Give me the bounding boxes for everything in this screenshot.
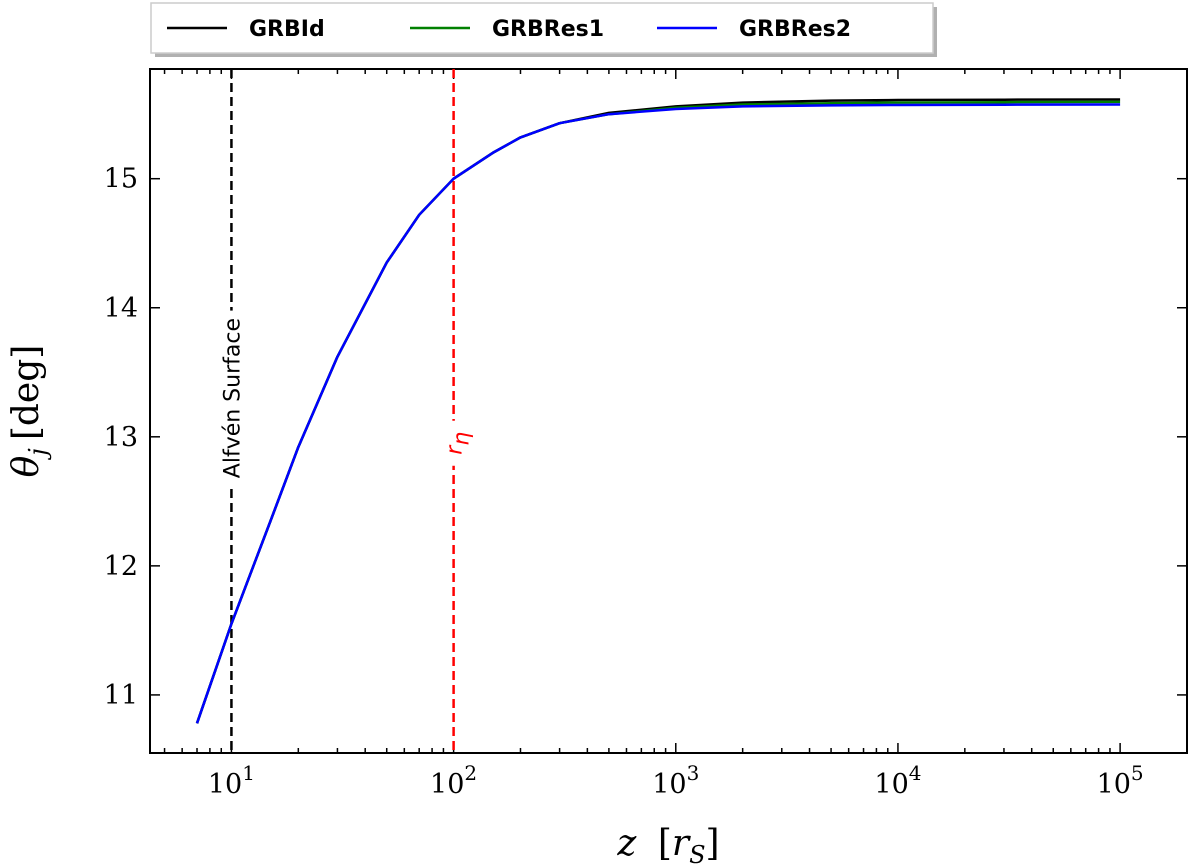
series-line-grbid [195,98,1121,724]
legend-label-grbres2: GRBRes2 [739,17,851,42]
legend-label-grbid: GRBId [249,17,325,42]
x-tick-label: 104 [874,761,921,800]
plot-frame [149,68,1188,754]
legend-box [150,2,934,54]
legend: GRBId GRBRes1 GRBRes2 [150,2,937,57]
x-axis-label-main: z [616,823,637,864]
annotation-gap [217,310,246,486]
x-tick-label: 102 [430,761,477,800]
series-line-grbres2 [195,103,1121,724]
x-axis-label: z [rS] [616,823,719,866]
series-lines [195,98,1121,724]
y-axis-label: θj[deg] [6,345,52,478]
x-axis-label-unit-base: r [672,823,691,864]
r-eta-label: rη [443,432,475,455]
y-axis-label-main: θ [6,455,47,477]
tick-labels: 101 102 103 104 105 11 12 13 14 15 [104,164,1144,800]
axis-ticks [150,69,1188,753]
x-tick-label: 105 [1097,761,1144,800]
y-tick-label: 12 [104,551,138,582]
legend-label-grbres1: GRBRes1 [492,17,604,42]
reference-lines: Alfvén Surface rη [217,69,475,753]
y-tick-label: 15 [104,164,138,195]
y-tick-label: 13 [104,422,138,453]
alfven-surface-label: Alfvén Surface [220,318,245,478]
x-tick-label: 103 [652,761,699,800]
y-axis-label-unit: [deg] [6,345,47,440]
x-axis-label-unit-sub: S [689,841,705,866]
y-tick-label: 14 [104,293,138,324]
annotation-gap [439,420,468,466]
x-tick-label: 101 [208,761,255,800]
y-tick-label: 11 [104,680,138,711]
series-line-grbres1 [195,100,1121,724]
